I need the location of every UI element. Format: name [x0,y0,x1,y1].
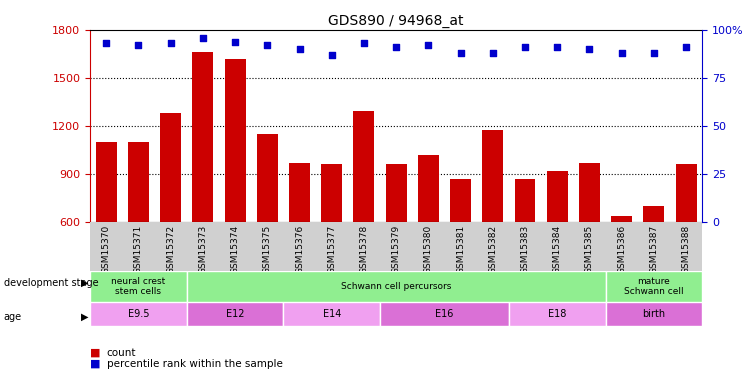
Point [648,50,660,56]
Text: GSM15385: GSM15385 [585,225,594,274]
Point [616,50,628,56]
Text: GSM15387: GSM15387 [650,225,659,274]
Bar [289,163,310,222]
Text: percentile rank within the sample: percentile rank within the sample [107,359,282,369]
Point [294,46,306,52]
Bar [380,302,509,326]
Bar [128,142,149,222]
Text: E9.5: E9.5 [128,309,149,319]
Text: GSM15383: GSM15383 [520,225,529,274]
Point [229,39,241,45]
Bar [90,272,187,302]
Bar [283,302,380,326]
Bar [187,302,283,326]
Text: GSM15371: GSM15371 [134,225,143,274]
Text: GSM15374: GSM15374 [231,225,240,274]
Text: GSM15379: GSM15379 [392,225,400,274]
Text: birth: birth [642,309,665,319]
Point [100,40,112,46]
Bar [160,113,181,222]
Text: ■: ■ [90,348,101,357]
Text: GSM15388: GSM15388 [682,225,691,274]
Text: count: count [107,348,136,357]
Text: neural crest
stem cells: neural crest stem cells [111,277,165,296]
Bar [192,53,213,222]
Point [584,46,596,52]
Text: GSM15386: GSM15386 [617,225,626,274]
Bar [90,222,702,272]
Point [164,40,176,46]
Point [454,50,466,56]
Text: GSM15378: GSM15378 [360,225,369,274]
Text: Schwann cell percursors: Schwann cell percursors [341,282,451,291]
Bar [605,302,702,326]
Point [422,42,434,48]
Point [261,42,273,48]
Point [132,42,144,48]
Bar [354,111,375,222]
Text: ■: ■ [90,359,101,369]
Point [358,40,370,46]
Point [680,44,692,50]
Text: GSM15377: GSM15377 [327,225,336,274]
Point [197,34,209,40]
Bar [676,164,696,222]
Bar [225,59,246,222]
Point [391,44,403,50]
Text: GSM15376: GSM15376 [295,225,304,274]
Text: GSM15384: GSM15384 [553,225,562,274]
Title: GDS890 / 94968_at: GDS890 / 94968_at [328,13,464,28]
Point [487,50,499,56]
Text: E18: E18 [548,309,566,319]
Text: GSM15381: GSM15381 [456,225,465,274]
Bar [547,171,568,222]
Text: GSM15372: GSM15372 [166,225,175,274]
Bar [257,134,278,222]
Text: E14: E14 [322,309,341,319]
Text: mature
Schwann cell: mature Schwann cell [624,277,683,296]
Bar [386,164,406,222]
Bar [579,163,600,222]
Point [519,44,531,50]
Text: GSM15370: GSM15370 [101,225,110,274]
Text: age: age [4,312,22,322]
Text: E12: E12 [226,309,244,319]
Bar [482,130,503,222]
Bar [514,179,535,222]
Bar [611,216,632,222]
Text: GSM15380: GSM15380 [424,225,433,274]
Text: development stage: development stage [4,278,98,288]
Bar [90,302,187,326]
Text: GSM15382: GSM15382 [488,225,497,274]
Bar [187,272,605,302]
Bar [450,179,471,222]
Bar [321,164,342,222]
Bar [644,206,665,222]
Text: GSM15375: GSM15375 [263,225,272,274]
Bar [605,272,702,302]
Point [551,44,563,50]
Text: ▶: ▶ [81,278,89,288]
Bar [509,302,605,326]
Text: GSM15373: GSM15373 [198,225,207,274]
Text: E16: E16 [436,309,454,319]
Text: ▶: ▶ [81,312,89,322]
Point [326,52,338,58]
Bar [96,142,116,222]
Bar [418,155,439,222]
